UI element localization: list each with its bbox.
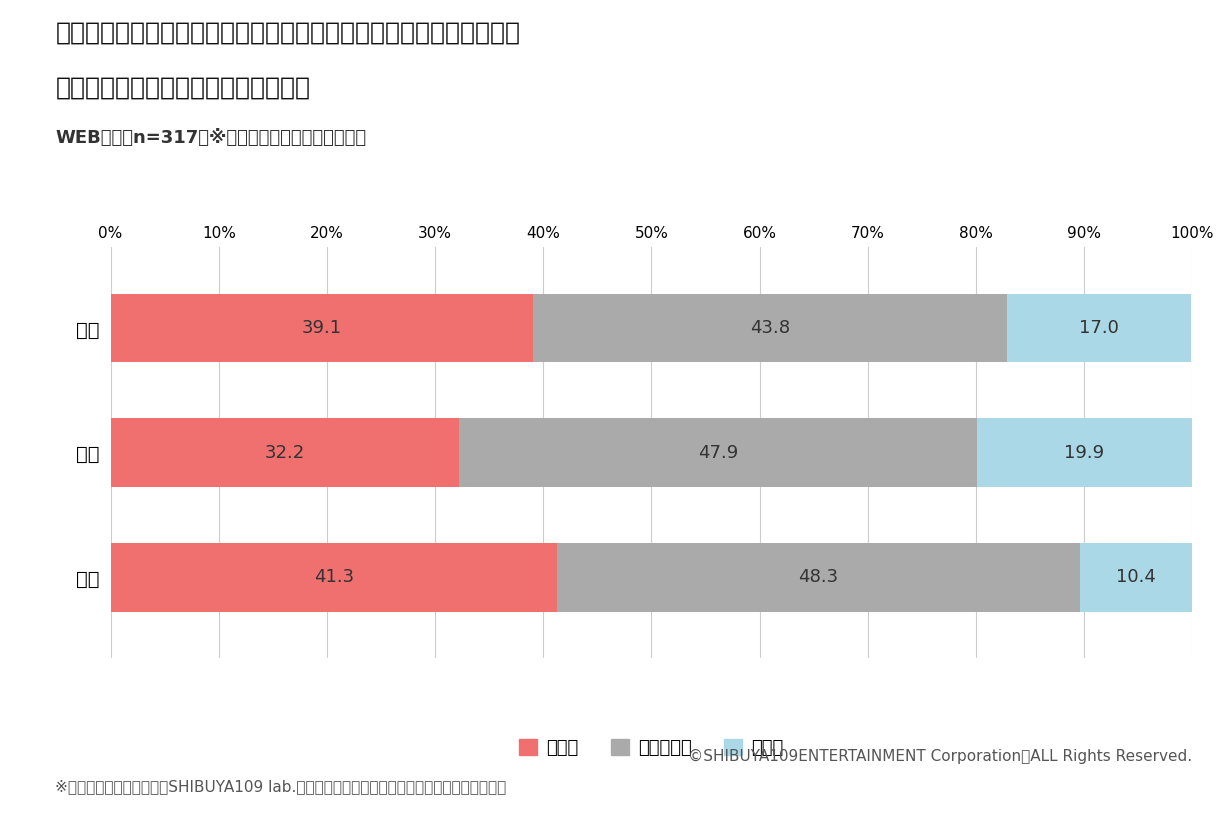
Text: あなたはコロナ禍の前と後で、ヲタ活に対する時間やお金のかけ方、: あなたはコロナ禍の前と後で、ヲタ活に対する時間やお金のかけ方、 bbox=[55, 21, 520, 44]
Text: ※ご使用の際は、出典元がSHIBUYA109 lab.である旨を明記くださいますようお願いいたします: ※ご使用の際は、出典元がSHIBUYA109 lab.である旨を明記くださいます… bbox=[55, 779, 506, 794]
Text: 熱量は変わりましたか。（単一回答）: 熱量は変わりましたか。（単一回答） bbox=[55, 76, 310, 100]
Bar bbox=[111, 294, 533, 362]
Text: 32.2: 32.2 bbox=[264, 444, 305, 462]
Text: 48.3: 48.3 bbox=[799, 569, 838, 586]
Text: 47.9: 47.9 bbox=[698, 444, 737, 462]
Bar bbox=[557, 543, 1079, 611]
Bar bbox=[1079, 543, 1192, 611]
Text: 39.1: 39.1 bbox=[302, 319, 342, 337]
Bar bbox=[533, 294, 1008, 362]
Bar bbox=[977, 418, 1192, 487]
Text: 10.4: 10.4 bbox=[1116, 569, 1155, 586]
Text: 41.3: 41.3 bbox=[313, 569, 354, 586]
Text: 17.0: 17.0 bbox=[1079, 319, 1120, 337]
Legend: 増えた, 変わらない, 減った: 増えた, 変わらない, 減った bbox=[512, 732, 790, 765]
Text: 43.8: 43.8 bbox=[750, 319, 790, 337]
Bar bbox=[111, 418, 458, 487]
Bar bbox=[458, 418, 977, 487]
Bar bbox=[1008, 294, 1191, 362]
Bar bbox=[111, 543, 557, 611]
Text: 19.9: 19.9 bbox=[1064, 444, 1105, 462]
Text: WEB調査　n=317　※回答者＝ヲタの自覚がある人: WEB調査 n=317 ※回答者＝ヲタの自覚がある人 bbox=[55, 129, 366, 147]
Text: ©SHIBUYA109ENTERTAINMENT Corporation　ALL Rights Reserved.: ©SHIBUYA109ENTERTAINMENT Corporation ALL… bbox=[688, 749, 1192, 764]
